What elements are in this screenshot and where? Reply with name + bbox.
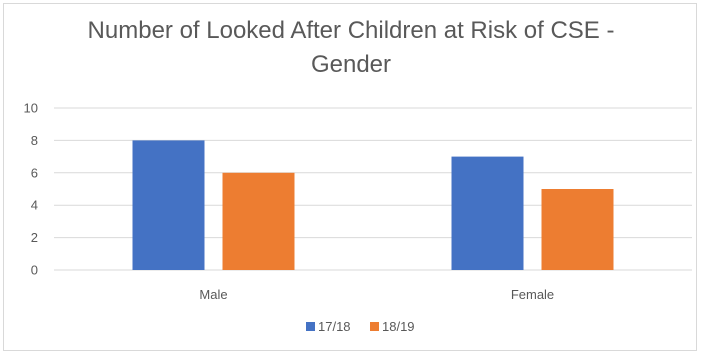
y-tick-label: 0 bbox=[31, 263, 38, 278]
chart-title-line-2: Gender bbox=[310, 51, 392, 78]
legend-swatch-18-19 bbox=[370, 322, 379, 331]
x-category-label: Male bbox=[199, 287, 227, 302]
legend-label: 18/19 bbox=[382, 319, 415, 334]
y-tick-label: 4 bbox=[31, 198, 38, 213]
chart-title-line-1: Number of Looked After Children at Risk … bbox=[87, 17, 615, 44]
bar-17-18-female bbox=[451, 156, 524, 270]
legend-swatch-17-18 bbox=[306, 322, 315, 331]
bar-18-19-female bbox=[541, 189, 614, 270]
legend-label: 17/18 bbox=[318, 319, 351, 334]
y-tick-label: 2 bbox=[31, 230, 38, 245]
x-category-label: Female bbox=[511, 287, 554, 302]
y-tick-label: 8 bbox=[31, 133, 38, 148]
chart-title: Number of Looked After Children at Risk … bbox=[0, 14, 702, 82]
chart-frame bbox=[3, 3, 697, 351]
bar-18-19-male bbox=[222, 172, 295, 270]
y-tick-label: 10 bbox=[24, 101, 38, 116]
bar-17-18-male bbox=[132, 140, 205, 270]
y-tick-label: 6 bbox=[31, 165, 38, 180]
